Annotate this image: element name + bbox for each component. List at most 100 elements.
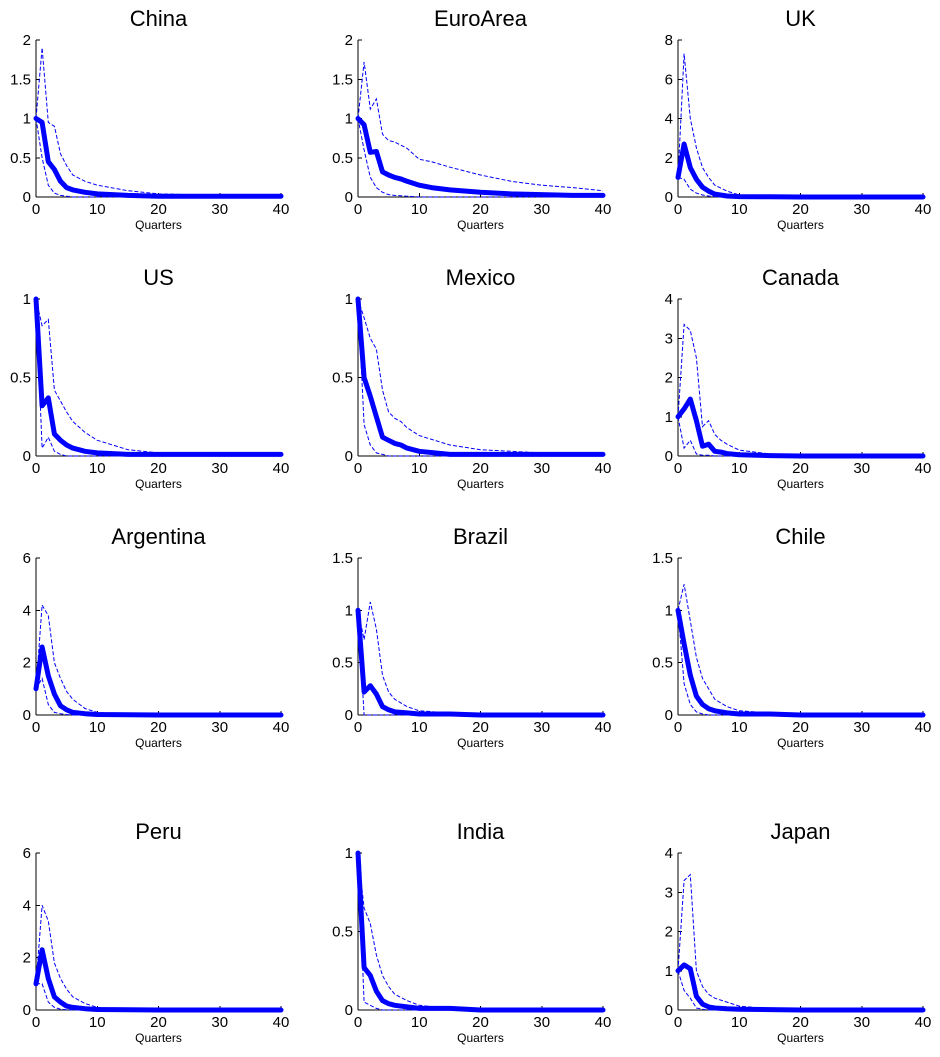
panel-chile: Chile 0 0.5 1 1.5 0 10 20 30 40 Quarters: [652, 524, 931, 750]
panel-argentina: Argentina 0 2 4 6 0 10 20 30 40 Quarters: [23, 524, 290, 750]
median-line-brazil: [355, 607, 606, 718]
x-tick-label: 20: [472, 201, 489, 218]
x-tick-label: 40: [595, 1014, 612, 1031]
median-line-argentina: [33, 644, 284, 718]
y-tick-label: 0: [345, 448, 353, 465]
panel-title-uk: UK: [785, 6, 816, 31]
x-tick-label: 40: [273, 1014, 290, 1031]
x-tick-label: 10: [89, 201, 106, 218]
x-tick-label: 30: [853, 460, 870, 477]
lower-line-us: [35, 298, 281, 457]
x-tick-label: 0: [32, 201, 40, 218]
upper-line-japan: [677, 873, 923, 1011]
lower-line-uk: [677, 176, 923, 198]
y-tick-label: 8: [665, 32, 673, 49]
x-tick-label: 40: [595, 460, 612, 477]
x-axis-label-chile: Quarters: [777, 736, 824, 750]
panel-brazil: Brazil 0 0.5 1 1.5 0 10 20 30 40 Quarters: [332, 524, 611, 750]
y-tick-label: 0: [345, 707, 353, 724]
y-tick-label: 1: [345, 602, 353, 619]
x-tick-label: 30: [211, 1014, 228, 1031]
x-tick-label: 20: [150, 201, 167, 218]
y-tick-label: 1: [345, 111, 353, 128]
upper-line-us: [35, 298, 281, 455]
upper-line-china: [35, 47, 281, 196]
panel-title-us: US: [143, 265, 174, 290]
lower-line-euroarea: [357, 118, 603, 198]
lower-line-argentina: [35, 677, 281, 716]
y-tick-label: 0.5: [10, 370, 31, 387]
y-tick-label: 0.5: [332, 370, 353, 387]
panel-peru: Peru 0 2 4 6 0 10 20 30 40 Quarters: [23, 819, 290, 1045]
x-tick-label: 0: [354, 460, 362, 477]
panel-title-mexico: Mexico: [446, 265, 516, 290]
median-line-us: [33, 296, 284, 457]
x-tick-label: 30: [853, 719, 870, 736]
y-tick-label: 0: [23, 189, 31, 206]
x-tick-label: 40: [595, 719, 612, 736]
panel-title-chile: Chile: [775, 524, 825, 549]
x-tick-label: 10: [731, 1014, 748, 1031]
x-tick-label: 10: [89, 460, 106, 477]
x-tick-label: 20: [150, 1014, 167, 1031]
x-tick-label: 0: [32, 460, 40, 477]
y-tick-label: 1: [665, 602, 673, 619]
x-tick-label: 20: [472, 1014, 489, 1031]
x-axis-label-brazil: Quarters: [457, 736, 504, 750]
y-tick-label: 1: [23, 111, 31, 128]
x-tick-label: 40: [915, 1014, 932, 1031]
y-tick-label: 1: [345, 291, 353, 308]
y-tick-label: 2: [665, 924, 673, 941]
x-tick-label: 30: [211, 719, 228, 736]
y-tick-label: 0: [23, 1002, 31, 1019]
y-tick-label: 1.5: [332, 71, 353, 88]
y-tick-label: 4: [665, 845, 673, 862]
median-line-chile: [675, 607, 926, 718]
lower-line-chile: [677, 610, 923, 716]
x-tick-label: 20: [792, 460, 809, 477]
lower-line-peru: [36, 983, 281, 1011]
y-tick-label: 0: [665, 1002, 673, 1019]
panel-title-brazil: Brazil: [453, 524, 508, 549]
y-tick-label: 0: [23, 707, 31, 724]
upper-line-india: [357, 852, 603, 1011]
x-tick-label: 0: [674, 719, 682, 736]
x-tick-label: 0: [354, 201, 362, 218]
x-axis-label-us: Quarters: [135, 477, 182, 491]
x-tick-label: 0: [674, 201, 682, 218]
panel-title-peru: Peru: [135, 819, 181, 844]
y-tick-label: 2: [23, 950, 31, 967]
y-tick-label: 3: [665, 330, 673, 347]
y-tick-label: 1: [23, 291, 31, 308]
x-tick-label: 20: [472, 460, 489, 477]
y-tick-label: 2: [23, 655, 31, 672]
y-tick-label: 1.5: [10, 71, 31, 88]
x-tick-label: 20: [150, 719, 167, 736]
lower-line-brazil: [357, 610, 603, 716]
upper-line-argentina: [35, 603, 281, 716]
median-line-japan: [675, 962, 926, 1013]
x-axis-label-canada: Quarters: [777, 477, 824, 491]
panel-title-argentina: Argentina: [111, 524, 206, 549]
y-tick-label: 0.5: [332, 655, 353, 672]
y-tick-label: 1: [665, 409, 673, 426]
upper-line-canada: [677, 323, 923, 457]
lower-line-canada: [677, 416, 923, 457]
x-tick-label: 30: [853, 1014, 870, 1031]
y-tick-label: 0: [23, 448, 31, 465]
x-tick-label: 0: [674, 1014, 682, 1031]
y-tick-label: 0: [345, 189, 353, 206]
x-tick-label: 10: [89, 719, 106, 736]
y-tick-label: 0: [665, 707, 673, 724]
x-tick-label: 10: [411, 719, 428, 736]
median-line-peru: [33, 947, 284, 1013]
x-axis-label-india: Quarters: [457, 1031, 504, 1045]
panel-title-japan: Japan: [771, 819, 831, 844]
y-tick-label: 0.5: [332, 924, 353, 941]
